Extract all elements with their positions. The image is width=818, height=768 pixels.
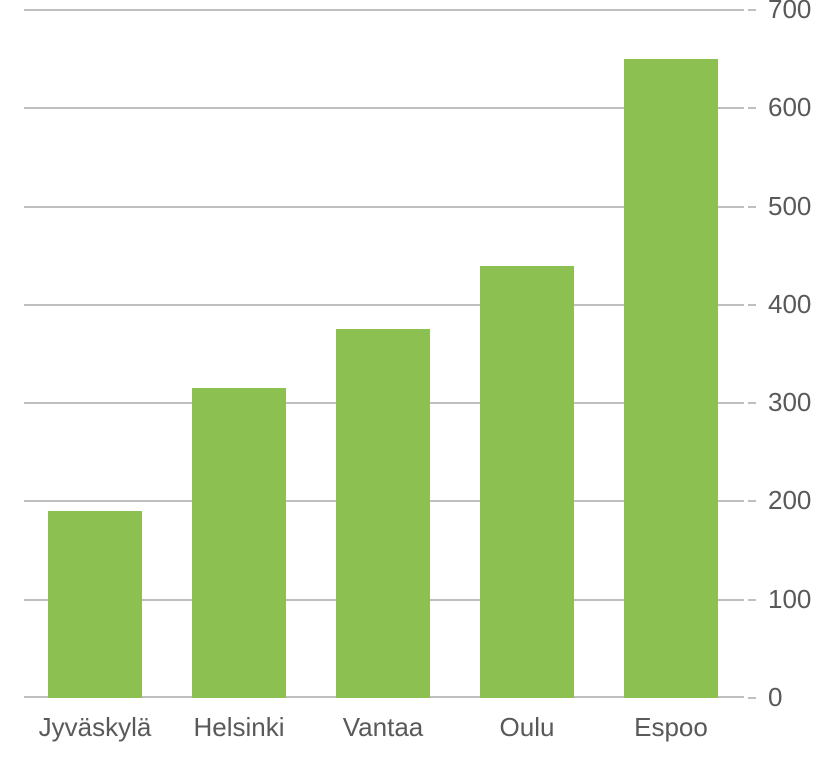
y-tick-label: 0 [768, 682, 782, 713]
y-tick-label: 300 [768, 387, 811, 418]
grid-line [24, 9, 744, 11]
bar [480, 266, 574, 698]
bar [48, 511, 142, 698]
y-tick-mark [748, 206, 756, 208]
plot-area [24, 10, 744, 698]
x-tick-label: Vantaa [343, 712, 423, 743]
x-tick-label: Helsinki [193, 712, 284, 743]
y-tick-mark [748, 402, 756, 404]
x-tick-label: Espoo [634, 712, 708, 743]
x-tick-label: Oulu [500, 712, 555, 743]
y-tick-mark [748, 500, 756, 502]
bar [336, 329, 430, 698]
bar [624, 59, 718, 698]
y-tick-label: 200 [768, 485, 811, 516]
y-tick-label: 100 [768, 584, 811, 615]
bar [192, 388, 286, 698]
bar-chart: 0 100 200 300 400 500 600 700 Jyväskylä Helsinki… [0, 0, 818, 768]
y-tick-label: 400 [768, 289, 811, 320]
y-tick-label: 600 [768, 92, 811, 123]
y-tick-mark [748, 9, 756, 11]
x-tick-label: Jyväskylä [39, 712, 152, 743]
y-tick-mark [748, 599, 756, 601]
y-tick-mark [748, 107, 756, 109]
y-tick-label: 700 [768, 0, 811, 25]
y-tick-mark [748, 304, 756, 306]
y-tick-mark [748, 697, 756, 699]
y-tick-label: 500 [768, 191, 811, 222]
